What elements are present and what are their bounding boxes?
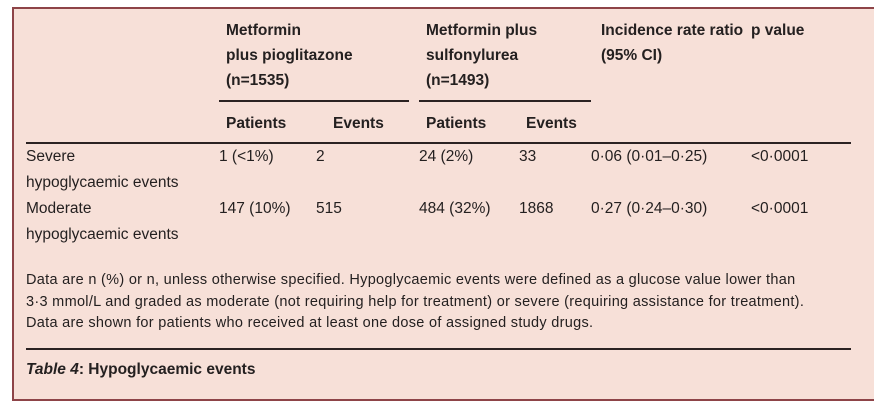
table-caption: Table 4: Hypoglycaemic events (26, 347, 851, 382)
cell-moderate-patients-group2: 484 (32%) (419, 200, 491, 217)
row-label-line2: hypoglycaemic events (26, 226, 179, 243)
cell-severe-incidence-rate-ratio: 0·06 (0·01–0·25) (591, 148, 708, 165)
footnote-line-3: Data are shown for patients who received… (26, 315, 594, 331)
cell-moderate-patients-group1: 147 (10%) (219, 200, 291, 217)
row-label-line2: hypoglycaemic events (26, 174, 179, 191)
cell-moderate-p-value: <0·0001 (751, 200, 809, 217)
cell-severe-events-group1: 2 (316, 148, 325, 165)
hypoglycaemic-events-table: Metformin plus pioglitazone (n=1535) Met… (26, 9, 851, 248)
irr-header-line1: Incidence rate ratio (601, 22, 744, 39)
sub-header-label-spacer (26, 101, 219, 144)
column-header-incidence-rate-ratio: Incidence rate ratio (95% CI) (591, 9, 751, 101)
subheader-events-group1: Events (316, 101, 409, 144)
subheader-patients-group1: Patients (219, 101, 316, 144)
group1-line3: (n=1535) (226, 72, 290, 89)
row-label-severe: Severe hypoglycaemic events (26, 143, 219, 196)
group1-line2: plus pioglitazone (226, 47, 353, 64)
table-panel: Metformin plus pioglitazone (n=1535) Met… (12, 7, 874, 401)
subheader-patients-group2: Patients (419, 101, 519, 144)
sub-header-row: Patients Events Patients Events (26, 101, 851, 144)
caption-table-number: Table 4 (26, 360, 79, 378)
group2-line1: Metformin plus (426, 22, 538, 39)
cell-severe-events-group2: 33 (519, 148, 537, 165)
column-group-metformin-pioglitazone: Metformin plus pioglitazone (n=1535) (219, 9, 409, 102)
footnote-line-1: Data are n (%) or n, unless otherwise sp… (26, 272, 796, 288)
cell-severe-patients-group2: 24 (2%) (419, 148, 474, 165)
sub-header-p-spacer (751, 101, 851, 144)
table-row-severe: Severe hypoglycaemic events 1 (<1%) 2 24… (26, 143, 851, 196)
caption-title: : Hypoglycaemic events (78, 360, 256, 378)
row-label-line1: Moderate (26, 200, 92, 217)
row-label-line1: Severe (26, 148, 76, 165)
column-group-header-row: Metformin plus pioglitazone (n=1535) Met… (26, 9, 851, 102)
cell-moderate-events-group2: 1868 (519, 200, 554, 217)
sub-header-gap-spacer (409, 101, 419, 144)
cell-gap-spacer (409, 196, 419, 248)
column-header-p-value: p value (751, 22, 805, 39)
row-label-header-spacer (26, 9, 219, 101)
cell-severe-p-value: <0·0001 (751, 148, 809, 165)
subheader-events-group2: Events (519, 101, 591, 144)
footnote-line-2: 3·3 mmol/L and graded as moderate (not r… (26, 293, 805, 310)
irr-header-line2: (95% CI) (601, 47, 663, 64)
group-gap-spacer (409, 9, 419, 101)
cell-gap-spacer (409, 143, 419, 196)
group2-line2: sulfonylurea (426, 47, 519, 64)
cell-severe-patients-group1: 1 (<1%) (219, 148, 274, 165)
cell-moderate-incidence-rate-ratio: 0·27 (0·24–0·30) (591, 200, 708, 217)
sub-header-irr-spacer (591, 101, 751, 144)
table-row-moderate: Moderate hypoglycaemic events 147 (10%) … (26, 196, 851, 248)
table-footnote: Data are n (%) or n, unless otherwise sp… (26, 270, 851, 335)
group1-line1: Metformin (226, 22, 301, 39)
column-group-metformin-sulfonylurea: Metformin plus sulfonylurea (n=1493) (419, 9, 591, 102)
group2-line3: (n=1493) (426, 72, 490, 89)
cell-moderate-events-group1: 515 (316, 200, 342, 217)
row-label-moderate: Moderate hypoglycaemic events (26, 196, 219, 248)
